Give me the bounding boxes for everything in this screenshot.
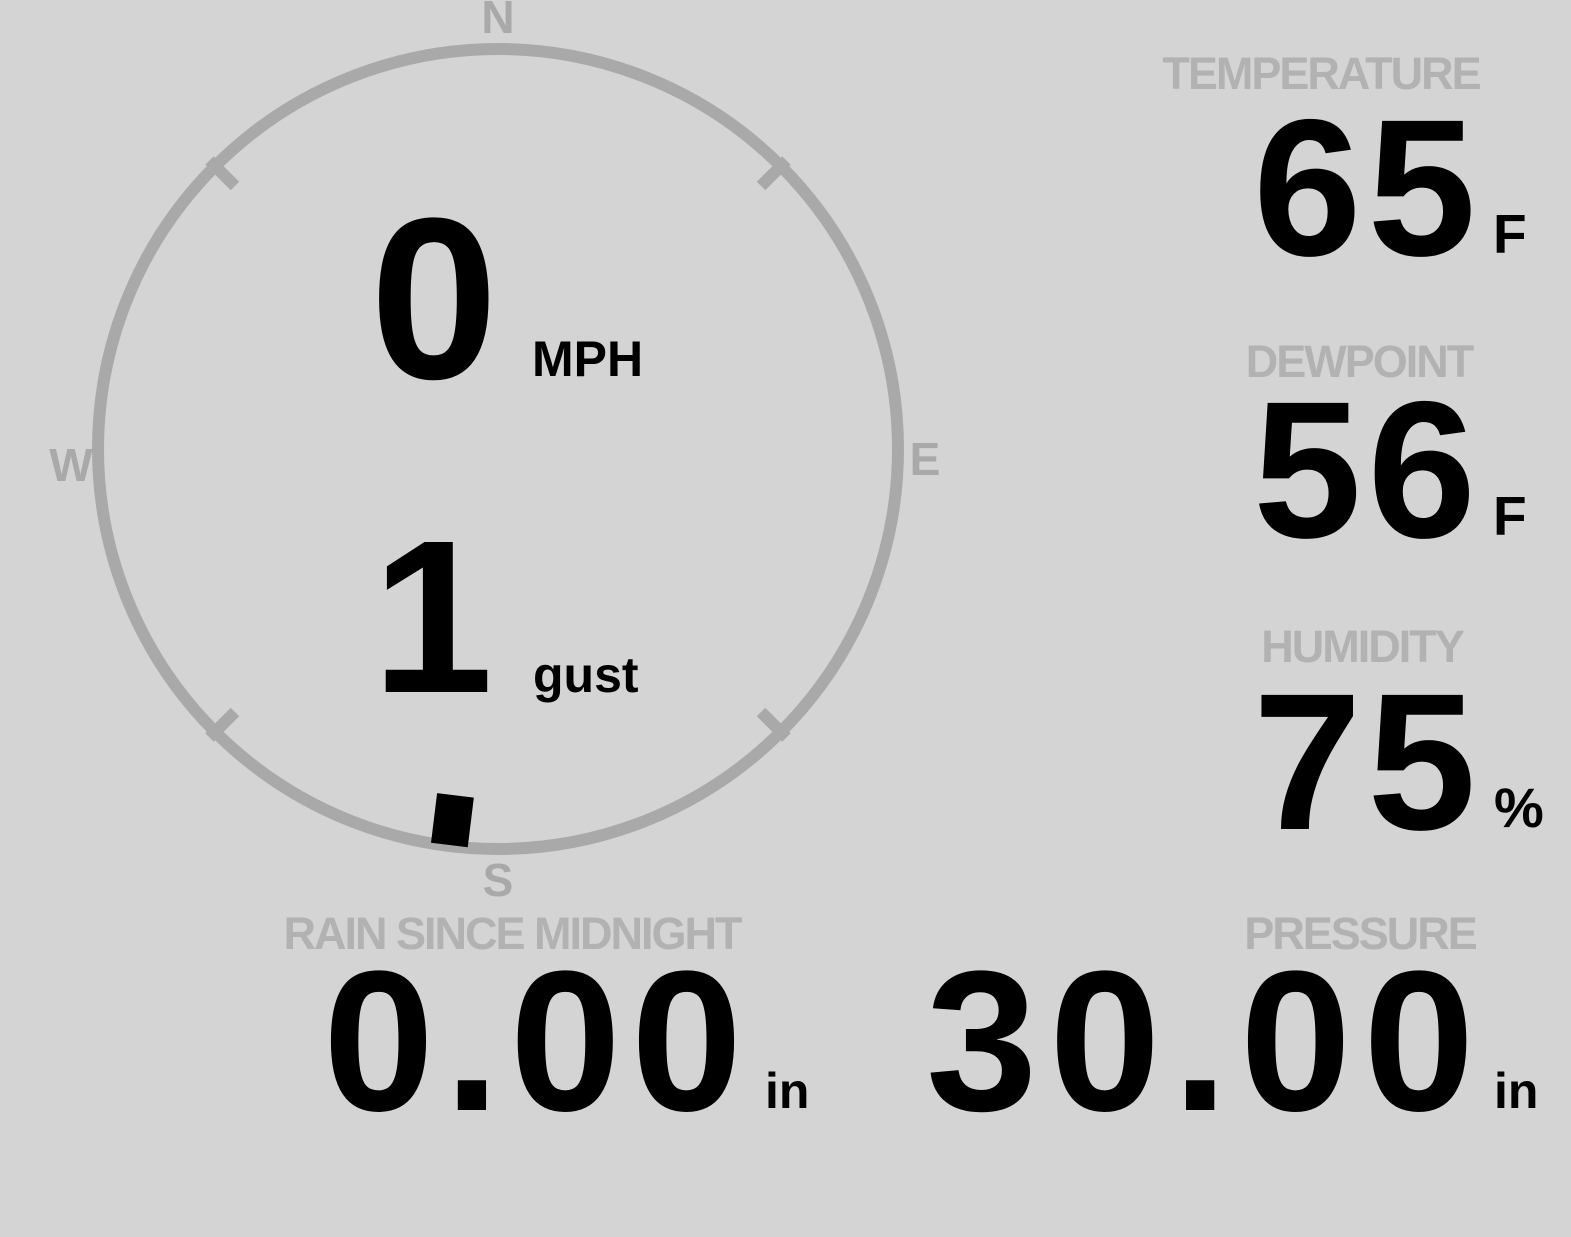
humidity-label: HUMIDITY [1261, 621, 1464, 672]
compass-label-north: N [481, 0, 515, 43]
rain-label: RAIN SINCE MIDNIGHT [283, 908, 743, 959]
compass-circle [92, 43, 904, 855]
compass-label-west: W [49, 439, 93, 491]
dewpoint-value: 56 [1253, 361, 1482, 579]
humidity-value: 75 [1253, 653, 1482, 871]
wind-direction-marker-group [431, 793, 474, 848]
wind-gust-label: gust [533, 647, 639, 703]
wind-speed-unit: MPH [532, 331, 644, 387]
wind-direction-marker [431, 793, 474, 848]
compass-intercardinal-ticks [205, 156, 791, 742]
dewpoint-label: DEWPOINT [1245, 336, 1474, 387]
pressure-label: PRESSURE [1244, 908, 1478, 959]
temperature-value: 65 [1253, 79, 1482, 297]
pressure-unit: in [1494, 1063, 1539, 1119]
wind-speed-value: 0 [370, 170, 498, 427]
wind-compass-gauge [92, 43, 904, 855]
pressure-value: 30.00 [926, 930, 1487, 1153]
humidity-unit: % [1494, 776, 1544, 839]
compass-label-east: E [909, 433, 941, 485]
temperature-label: TEMPERATURE [1162, 48, 1481, 99]
compass-label-south: S [482, 854, 514, 906]
compass-tick-nw [205, 156, 240, 191]
rain-value: 0.00 [323, 930, 753, 1153]
compass-tick-se [756, 707, 791, 742]
wind-gust-value: 1 [372, 496, 494, 739]
compass-tick-sw [205, 707, 240, 742]
temperature-unit: F [1493, 203, 1527, 265]
dewpoint-unit: F [1493, 485, 1527, 547]
rain-unit: in [765, 1063, 810, 1119]
compass-tick-ne [756, 156, 791, 191]
